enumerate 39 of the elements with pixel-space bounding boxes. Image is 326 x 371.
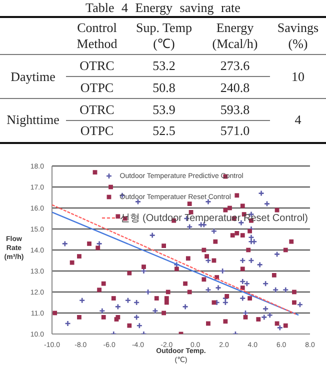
category-label: Sup. Temp (℃) — [128, 17, 200, 54]
point — [124, 296, 132, 304]
point — [152, 307, 158, 314]
category-label: Energy (Mcal/h) — [200, 17, 270, 54]
point — [205, 286, 212, 293]
text: 53.9 — [152, 102, 176, 116]
category-label: Control Method — [66, 17, 128, 54]
text: OTPC — [80, 123, 114, 138]
text: 10 — [292, 68, 304, 84]
point — [274, 250, 280, 257]
point — [186, 223, 193, 230]
text: OTRC — [80, 58, 114, 72]
text: 240.8 — [220, 80, 250, 94]
text: 4 — [294, 112, 302, 128]
point — [276, 324, 284, 330]
point — [114, 303, 122, 310]
point — [282, 286, 289, 293]
text: 571.0 — [220, 123, 250, 138]
text: 593.8 — [220, 102, 250, 116]
point — [99, 307, 106, 314]
point — [78, 296, 86, 304]
point — [272, 286, 279, 293]
point — [260, 314, 268, 320]
point — [262, 305, 269, 312]
text: 50.8 — [152, 80, 176, 94]
text: 52.5 — [152, 123, 176, 138]
point — [62, 240, 68, 246]
text: OTPC — [80, 80, 114, 94]
point — [133, 314, 140, 320]
category-label: Savings (%) — [270, 17, 326, 54]
category-label: Nighttime — [6, 112, 60, 128]
point — [239, 294, 246, 301]
point — [264, 200, 270, 206]
text: Table 4 Energy saving rate — [84, 0, 242, 16]
category-label: Daytime — [10, 68, 56, 84]
point — [248, 234, 254, 240]
text: 53.2 — [152, 58, 176, 72]
text: OTRC — [80, 102, 114, 116]
text: 273.6 — [220, 58, 250, 72]
